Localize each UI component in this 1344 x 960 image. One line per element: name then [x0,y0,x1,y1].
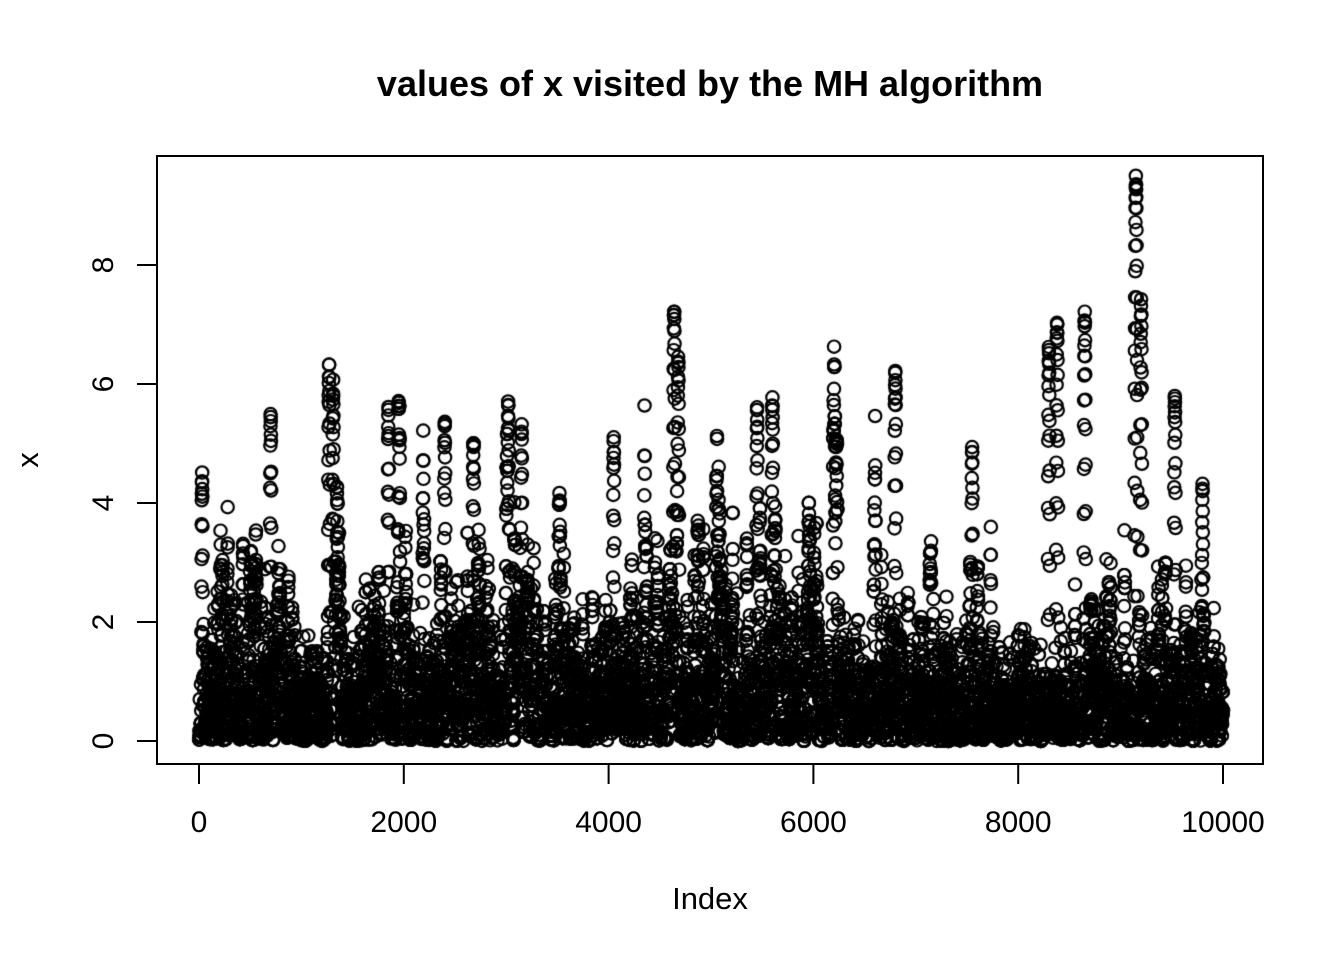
x-tick-label: 10000 [1181,806,1264,839]
y-tick-label: 6 [87,376,120,393]
x-axis-label: Index [672,881,748,916]
x-tick-label: 0 [191,806,208,839]
y-tick-label: 8 [87,257,120,274]
plot-box [156,155,1264,765]
y-axis-ticks: 0 2 4 6 8 [87,257,157,750]
y-tick-label: 4 [87,495,120,512]
x-axis-ticks: 0 2000 4000 6000 8000 10000 [191,764,1265,839]
y-axis-label: x [10,452,45,468]
y-tick-label: 2 [87,614,120,631]
chart-title: values of x visited by the MH algorithm [377,63,1043,104]
x-tick-label: 8000 [985,806,1052,839]
x-tick-label: 2000 [370,806,437,839]
x-tick-label: 6000 [780,806,847,839]
y-tick-label: 0 [87,733,120,750]
x-tick-label: 4000 [575,806,642,839]
